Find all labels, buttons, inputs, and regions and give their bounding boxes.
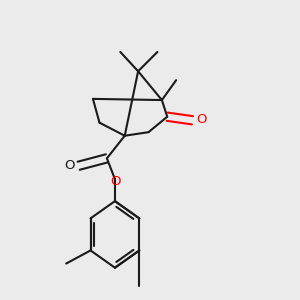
Text: O: O bbox=[111, 175, 121, 188]
Text: O: O bbox=[196, 113, 207, 126]
Text: O: O bbox=[64, 159, 75, 172]
